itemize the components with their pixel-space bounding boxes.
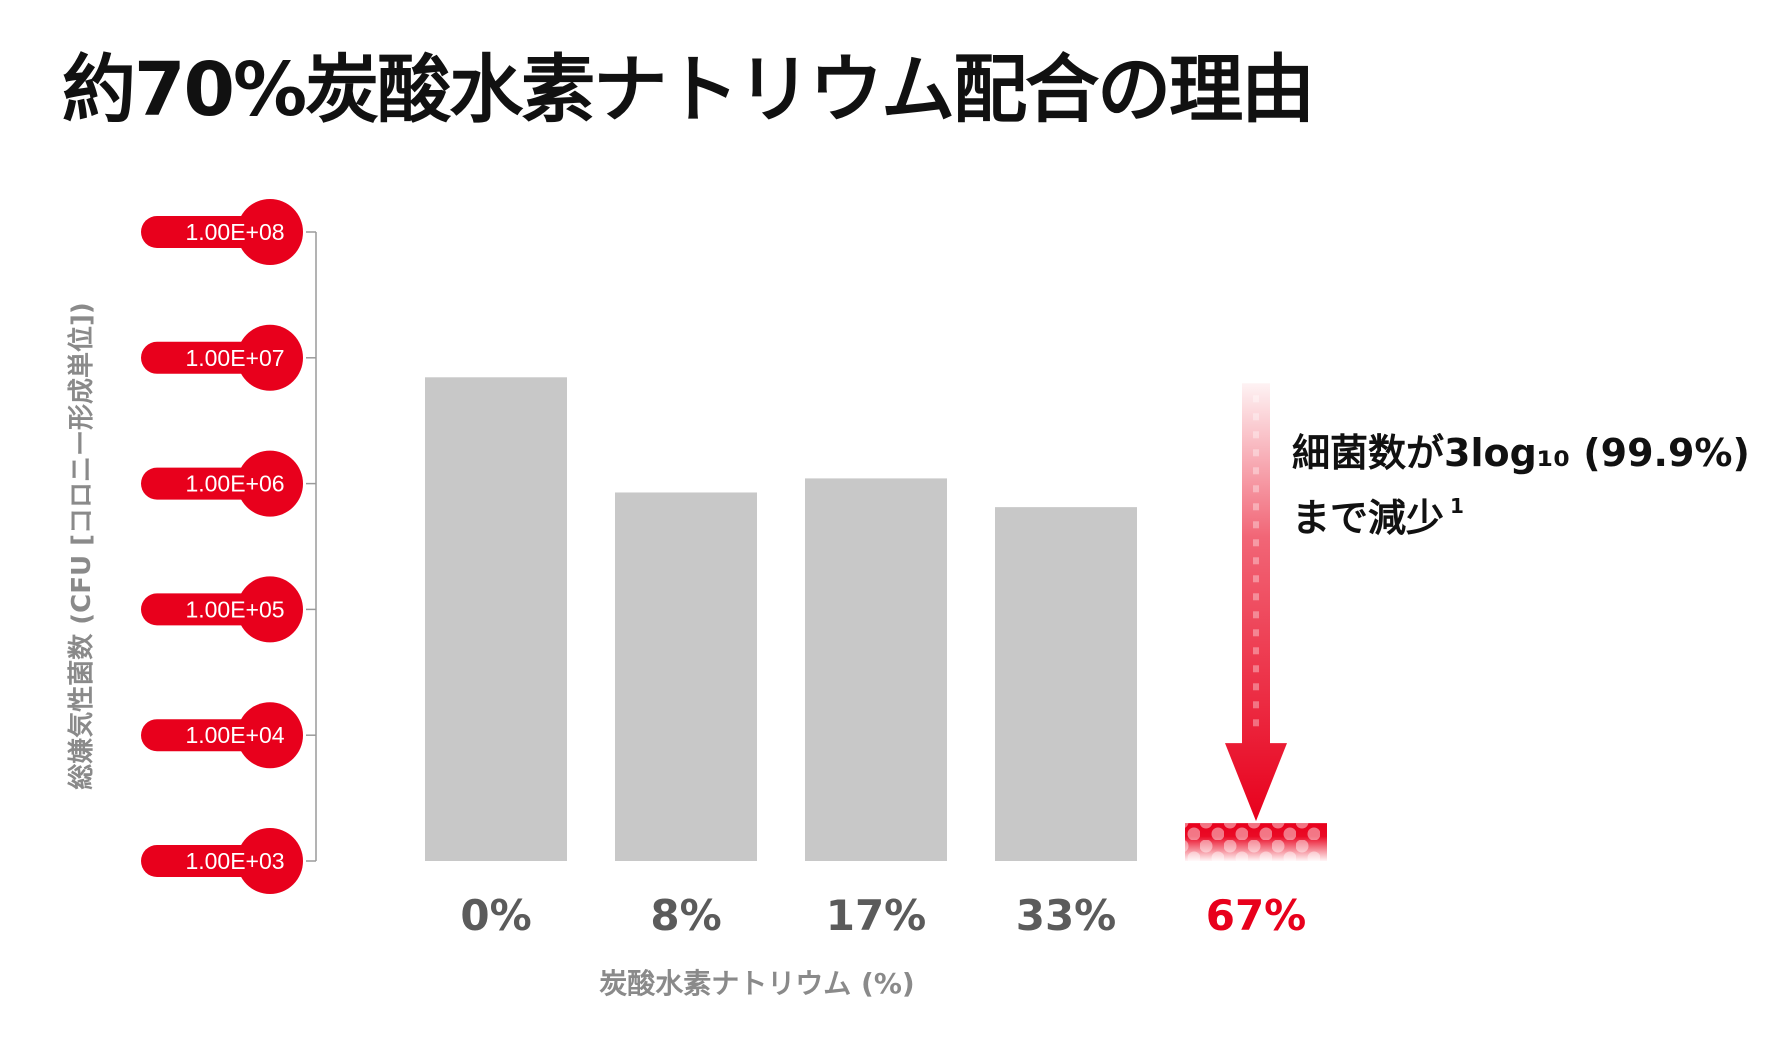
- y-tick-label: 1.00E+05: [185, 596, 284, 622]
- x-tick-label-0%: 0%: [460, 891, 531, 940]
- y-tick-label: 1.00E+06: [185, 471, 284, 497]
- x-tick-label-33%: 33%: [1016, 891, 1117, 940]
- arrow-dot: [1253, 413, 1259, 421]
- arrow-dot: [1253, 449, 1259, 457]
- y-tick-1.00E+07: 1.00E+07: [141, 324, 316, 391]
- x-tick-label-8%: 8%: [650, 891, 721, 940]
- arrow-dot: [1253, 521, 1259, 529]
- y-tick-pill-knob: [237, 576, 303, 643]
- arrow-dot: [1253, 593, 1259, 601]
- bar-33%: [995, 507, 1137, 861]
- arrow-dot: [1253, 539, 1259, 547]
- arrow-dot: [1253, 575, 1259, 583]
- arrow-dot: [1253, 467, 1259, 475]
- bar-dot-texture: [1185, 823, 1327, 861]
- y-tick-label: 1.00E+07: [185, 345, 284, 371]
- annotation-footnote: 1: [1450, 494, 1464, 518]
- y-tick-pill-knob: [237, 199, 303, 265]
- bar-17%: [805, 478, 947, 861]
- annotation-text-2: まで減少 1: [1292, 494, 1464, 540]
- arrow-dot: [1253, 503, 1259, 511]
- arrow-dot: [1253, 701, 1259, 709]
- x-tick-label-17%: 17%: [826, 891, 927, 940]
- arrow-dot: [1253, 485, 1259, 493]
- y-tick-label: 1.00E+04: [185, 722, 284, 748]
- annotation-text: 細菌数が3log₁₀ (99.9%): [1292, 431, 1750, 475]
- annotation-line-2: まで減少: [1292, 496, 1444, 540]
- x-axis-label: 炭酸水素ナトリウム (%): [599, 967, 914, 1000]
- arrow-shape: [1225, 383, 1287, 822]
- y-axis-label: 総嫌気性菌数 (CFU [コロニー形成単位]): [66, 302, 97, 790]
- y-axis-ticks: 1.00E+03 1.00E+04 1.00E+05 1.00E+06 1.00E+07…: [141, 199, 316, 894]
- y-tick-label: 1.00E+03: [185, 848, 284, 874]
- page-title: 約70%炭酸水素ナトリウム配合の理由: [62, 47, 1315, 133]
- y-tick-pill-knob: [237, 450, 303, 517]
- arrow-dot: [1253, 611, 1259, 619]
- bar-8%: [615, 492, 757, 861]
- x-tick-label-67%: 67%: [1206, 891, 1307, 940]
- arrow-dot: [1253, 395, 1259, 403]
- bar-0%: [425, 377, 567, 861]
- bars: [425, 377, 1327, 861]
- y-tick-pill-knob: [237, 324, 303, 391]
- arrow-dot: [1253, 719, 1259, 727]
- y-tick-1.00E+05: 1.00E+05: [141, 576, 316, 643]
- y-tick-label: 1.00E+08: [185, 219, 284, 245]
- y-tick-pill-knob: [237, 702, 303, 769]
- x-axis-categories: 0% 8% 17% 33% 67%: [460, 891, 1306, 940]
- arrow-dot: [1253, 665, 1259, 673]
- y-tick-1.00E+08: 1.00E+08: [141, 199, 316, 265]
- y-tick-1.00E+04: 1.00E+04: [141, 702, 316, 769]
- annotation-line-1: 細菌数が3log₁₀ (99.9%): [1292, 431, 1750, 475]
- bar-67%: [1185, 823, 1327, 861]
- y-tick-pill-knob: [237, 828, 303, 894]
- arrow-dot: [1253, 647, 1259, 655]
- arrow-dot: [1253, 683, 1259, 691]
- y-tick-1.00E+03: 1.00E+03: [141, 828, 316, 894]
- reduction-arrow: [1225, 383, 1287, 822]
- arrow-dot: [1253, 557, 1259, 565]
- y-tick-1.00E+06: 1.00E+06: [141, 450, 316, 517]
- arrow-dot: [1253, 431, 1259, 439]
- arrow-dot: [1253, 629, 1259, 637]
